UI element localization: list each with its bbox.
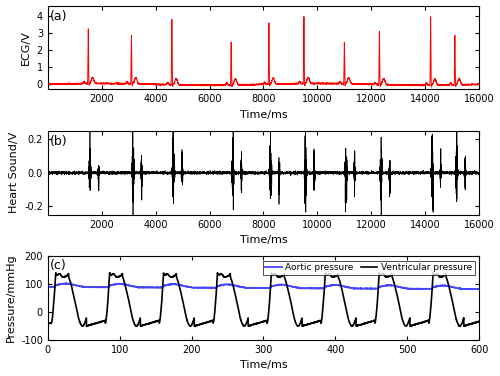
X-axis label: Time/ms: Time/ms — [240, 361, 288, 370]
Ventricular pressure — [45, 321, 51, 326]
Y-axis label: Heart Sound/V: Heart Sound/V — [8, 132, 18, 214]
Ventricular pressure — [476, 319, 482, 324]
Aortic pressure — [45, 285, 51, 289]
Y-axis label: Pressure/mmHg: Pressure/mmHg — [6, 254, 16, 343]
Line: Aortic pressure: Aortic pressure — [48, 284, 479, 289]
Aortic pressure — [456, 286, 462, 291]
Text: (c): (c) — [50, 259, 67, 271]
Ventricular pressure — [188, 323, 194, 328]
Aortic pressure — [188, 285, 194, 289]
Legend: Aortic pressure, Ventricular pressure: Aortic pressure, Ventricular pressure — [262, 261, 474, 275]
Ventricular pressure — [252, 322, 258, 326]
Aortic pressure — [131, 284, 137, 289]
Aortic pressure — [306, 286, 312, 290]
Aortic pressure — [476, 287, 482, 291]
Ventricular pressure — [131, 321, 137, 325]
Ventricular pressure — [217, 272, 223, 277]
Ventricular pressure — [307, 321, 313, 326]
X-axis label: Time/ms: Time/ms — [240, 110, 288, 120]
X-axis label: Time/ms: Time/ms — [240, 235, 288, 245]
Ventricular pressure — [84, 324, 89, 329]
Ventricular pressure — [106, 270, 112, 275]
Aortic pressure — [467, 287, 473, 291]
Text: (a): (a) — [50, 10, 68, 23]
Aortic pressure — [64, 281, 70, 286]
Line: Ventricular pressure: Ventricular pressure — [48, 273, 479, 326]
Text: (b): (b) — [50, 135, 68, 148]
Y-axis label: ECG/V: ECG/V — [21, 30, 31, 65]
Aortic pressure — [216, 283, 222, 288]
Aortic pressure — [252, 286, 258, 290]
Ventricular pressure — [457, 324, 463, 328]
